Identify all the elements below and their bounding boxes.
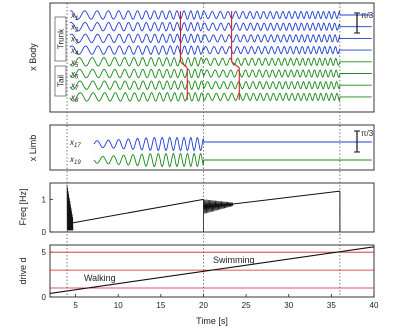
x-tick-label-35: 35 xyxy=(327,301,336,310)
body-trace-x2 xyxy=(69,21,372,32)
freq-frame xyxy=(49,182,375,233)
x-tick-label-15: 15 xyxy=(156,301,165,310)
limb-panel: x Limb x17 x19 π/3 xyxy=(28,124,375,171)
body-trace-x7 xyxy=(69,80,372,91)
body-ylabel: x Body xyxy=(28,43,38,71)
body-frame xyxy=(49,2,375,113)
drive-ylabel: drive d xyxy=(18,257,28,284)
tail-label: Tail xyxy=(57,75,66,87)
freq-tick-label-0: 0 xyxy=(42,228,47,237)
body-label-x7: x7 xyxy=(70,81,79,92)
x-tick-label-20: 20 xyxy=(199,301,208,310)
freq-traces xyxy=(66,184,341,232)
phase-transition-lines xyxy=(66,3,341,297)
body-label-x6: x6 xyxy=(70,70,79,81)
body-trace-x6 xyxy=(69,68,372,79)
body-trace-x1 xyxy=(69,9,372,20)
freq-spike-walking xyxy=(66,184,74,231)
limb-frame xyxy=(49,124,375,171)
x-tick-label-30: 30 xyxy=(284,301,293,310)
limb-traces xyxy=(93,136,372,168)
freq-ticks: 01 xyxy=(42,195,53,237)
body-label-x2: x2 xyxy=(70,23,79,34)
drive-ticks: 05 xyxy=(42,248,53,302)
body-scale-label: π/3 xyxy=(361,11,374,20)
x-tick-label-5: 5 xyxy=(73,301,78,310)
time-axis: 5 10 15 20 25 30 35 40 xyxy=(73,294,379,310)
drive-frame xyxy=(49,244,375,298)
x-tick-label-25: 25 xyxy=(242,301,251,310)
body-red-marker-link-0 xyxy=(180,61,188,69)
body-label-x5: x5 xyxy=(70,58,79,69)
drive-panel: drive d 05 Walking Swimming xyxy=(18,244,375,302)
body-red-marker-link-1 xyxy=(231,61,240,69)
trunk-label: Trunk xyxy=(57,28,66,49)
limb-label-x19: x19 xyxy=(69,155,81,166)
x-tick-label-40: 40 xyxy=(370,301,379,310)
swimming-annotation: Swimming xyxy=(213,255,255,265)
x-tick-label-10: 10 xyxy=(114,301,123,310)
limb-ylabel: x Limb xyxy=(28,135,38,162)
limb-trace-x17 xyxy=(93,136,372,152)
limb-scale-label: π/3 xyxy=(361,129,374,138)
freq-panel: Freq [Hz] 01 xyxy=(18,182,375,237)
body-label-x3: x3 xyxy=(70,34,79,45)
body-label-x8: x8 xyxy=(70,93,79,104)
tail-bracket xyxy=(54,65,67,97)
limb-trace-x19 xyxy=(93,152,372,168)
drive-traces xyxy=(49,246,375,294)
body-label-x4: x4 xyxy=(70,46,79,57)
walking-annotation: Walking xyxy=(84,273,116,283)
freq-segment-0 xyxy=(66,198,204,225)
body-trace-x3 xyxy=(69,33,372,44)
freq-spike-swimming xyxy=(203,199,234,214)
body-trace-x4 xyxy=(69,45,372,55)
limb-label-x17: x17 xyxy=(69,138,81,149)
body-trace-x5 xyxy=(69,56,372,67)
drive-tick-label-5: 5 xyxy=(42,248,47,257)
freq-tick-label-1: 1 xyxy=(42,195,47,204)
drive-tick-label-0: 0 xyxy=(42,293,47,302)
body-traces xyxy=(69,9,372,102)
drive-ramp-line xyxy=(49,246,375,294)
trunk-bracket xyxy=(54,16,67,62)
time-axis-label: Time [s] xyxy=(196,316,228,326)
body-trace-x8 xyxy=(69,92,372,102)
body-label-x1: x1 xyxy=(70,11,78,22)
freq-ylabel: Freq [Hz] xyxy=(18,188,28,225)
